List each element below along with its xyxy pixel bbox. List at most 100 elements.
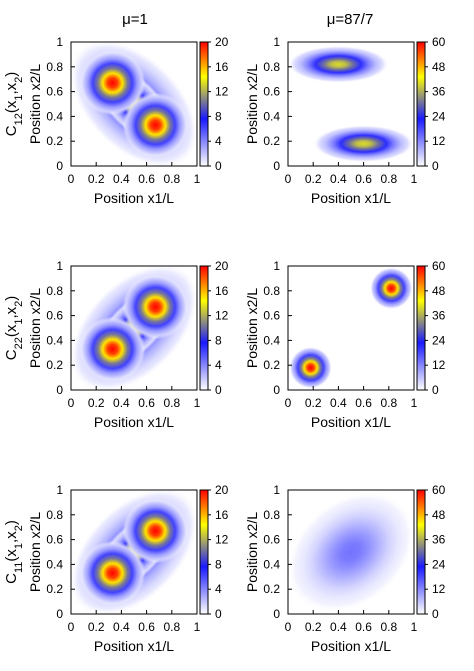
y-tick-label: 0.2: [263, 134, 280, 148]
colorbar-gradient: [416, 41, 426, 167]
x-tick-label: 0.8: [380, 620, 397, 634]
heatmap-field: [288, 266, 414, 390]
y-tick-label: 0: [273, 159, 280, 173]
y-tick-label: 0.6: [263, 85, 280, 99]
y-tick-label: 1: [56, 259, 63, 273]
y-tick-label: 0: [273, 607, 280, 621]
x-tick-label: 0.6: [138, 396, 155, 410]
y-tick-label: 0.8: [263, 60, 280, 74]
colorbar-tick-label: 8: [215, 109, 222, 123]
peak-blob: [79, 50, 146, 116]
x-tick-label: 0: [68, 620, 75, 634]
row-label-text: (x: [3, 324, 20, 337]
x-tick-label: 0.4: [330, 172, 347, 186]
colorbar-tick-label: 0: [215, 607, 222, 621]
row-label-text: ,x: [3, 306, 20, 318]
heatmap-field: [71, 266, 197, 390]
x-tick-label: 0.4: [113, 396, 130, 410]
y-tick-label: 0.8: [46, 284, 63, 298]
colorbar: 0 4 8 12 16 20: [199, 483, 229, 621]
y-axis-label: Position x2/L: [244, 64, 260, 144]
row-label-text: (x: [3, 100, 20, 113]
y-tick-label: 1: [56, 35, 63, 49]
colorbar-gradient: [199, 265, 209, 391]
x-tick-label: 0.2: [305, 620, 322, 634]
x-tick-label: 0.2: [305, 396, 322, 410]
row-label-text: ): [3, 296, 20, 301]
colorbar-tick-label: 0: [215, 159, 222, 173]
y-axis-label: Position x2/L: [27, 512, 43, 592]
y-tick-label: 0.6: [46, 533, 63, 547]
x-tick-label: 0.8: [380, 172, 397, 186]
colorbar-tick-label: 4: [215, 358, 222, 372]
y-axis-label: Position x2/L: [27, 64, 43, 144]
x-tick-label: 0.6: [355, 620, 372, 634]
x-tick-label: 0.2: [88, 396, 105, 410]
colorbar: 0 12 24 36 48 60: [416, 35, 446, 173]
colorbar-tick-label: 36: [432, 309, 446, 323]
y-tick-label: 0: [56, 383, 63, 397]
x-axis-label: Position x1/L: [94, 638, 174, 654]
colorbar-tick-label: 12: [215, 533, 229, 547]
colorbar-tick-label: 20: [215, 35, 229, 49]
row-label-subscript: 2: [13, 525, 25, 531]
x-tick-label: 0.6: [138, 172, 155, 186]
colorbar: 0 4 8 12 16 20: [199, 259, 229, 397]
y-tick-label: 0: [56, 607, 63, 621]
y-tick-label: 1: [273, 259, 280, 273]
heatmap-field: [288, 42, 414, 166]
row-label-subscript: 1: [13, 319, 25, 325]
x-tick-label: 0.4: [113, 172, 130, 186]
plot-frame: [70, 265, 198, 391]
y-tick-label: 0.4: [263, 333, 280, 347]
peak-blob: [288, 45, 389, 83]
colorbar-tick-label: 8: [215, 557, 222, 571]
plot-frame: [70, 489, 198, 615]
peak-blob: [313, 125, 414, 163]
colorbar-tick-label: 0: [432, 607, 439, 621]
y-tick-label: 1: [273, 35, 280, 49]
colorbar-tick-label: 12: [432, 582, 446, 596]
colorbar-tick-label: 36: [432, 533, 446, 547]
colorbar-tick-label: 8: [215, 333, 222, 347]
row-label-subscript: 1: [13, 543, 25, 549]
colorbar-tick-label: 0: [432, 159, 439, 173]
row-label-subscript: 11: [13, 562, 25, 573]
heatmap-field: [71, 42, 197, 166]
colorbar-tick-label: 36: [432, 85, 446, 99]
colorbar-tick-label: 12: [432, 358, 446, 372]
heatmap-field: [288, 490, 414, 614]
y-tick-label: 0.4: [46, 333, 63, 347]
y-axis-label: Position x2/L: [244, 512, 260, 592]
y-tick-label: 0.2: [46, 358, 63, 372]
colorbar: 0 4 8 12 16 20: [199, 35, 229, 173]
y-tick-label: 0.2: [263, 358, 280, 372]
peak-blob: [122, 92, 189, 158]
x-tick-label: 0.8: [163, 172, 180, 186]
row-label-subscript: 22: [13, 337, 25, 349]
y-tick-label: 0.2: [46, 582, 63, 596]
y-axis-label: Position x2/L: [27, 288, 43, 368]
plot-frame: [287, 41, 415, 167]
row-label-subscript: 2: [13, 301, 25, 307]
colorbar-tick-label: 48: [432, 284, 446, 298]
column-title-right: μ=87/7: [327, 11, 374, 28]
row-label: C12(x1,x2): [3, 72, 25, 137]
colorbar-tick-label: 48: [432, 60, 446, 74]
y-tick-label: 0: [56, 159, 63, 173]
x-tick-label: 0.4: [330, 620, 347, 634]
x-tick-label: 0.6: [355, 396, 372, 410]
plot-frame: [287, 489, 415, 615]
colorbar-tick-label: 48: [432, 508, 446, 522]
row-label-subscript: 12: [13, 113, 25, 125]
x-axis-label: Position x1/L: [311, 638, 391, 654]
y-tick-label: 0.4: [263, 109, 280, 123]
colorbar-gradient: [416, 489, 426, 615]
y-tick-label: 1: [273, 483, 280, 497]
colorbar-gradient: [199, 41, 209, 167]
y-tick-label: 0.6: [263, 309, 280, 323]
y-tick-label: 0.2: [46, 134, 63, 148]
